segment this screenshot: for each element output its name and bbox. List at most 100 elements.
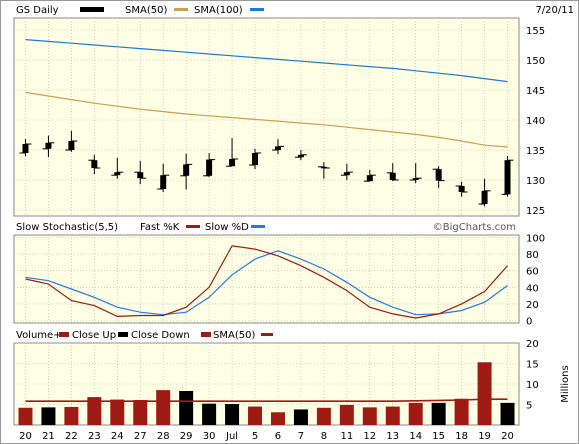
price-bar-body [160,175,167,189]
volume-bar [431,402,446,425]
price-bar-body [458,186,465,192]
x-tick-label: 24 [111,431,124,442]
stoch-y-tick-label: 80 [526,250,539,261]
price-bar-body [183,164,190,176]
volume-header: Volume+ Close Up Close Down SMA(50) [16,330,273,341]
price-bar-body [412,178,419,180]
x-tick-label: 14 [409,431,422,442]
stoch-panel-bg [13,234,520,324]
price-bar-body [252,153,259,165]
fast-k-legend-swatch [186,225,200,228]
volume-bar [293,409,308,425]
price-y-tick-label: 135 [526,146,545,157]
slow-d-legend-swatch [251,225,265,228]
close-down-label: Close Down [131,330,190,341]
sma100-legend-swatch [250,8,264,11]
x-tick-label: 8 [321,431,327,442]
close-up-swatch [59,332,69,337]
x-tick-label: Jul [225,431,238,442]
symbol-label: GS Daily [16,5,59,16]
price-header: GS Daily SMA(50) SMA(100) 7/20/11 [16,5,574,16]
volume-sma-label: SMA(50) [213,330,255,341]
x-tick-label: 13 [386,431,399,442]
x-tick-label: 5 [252,431,258,442]
volume-bar [110,399,125,425]
volume-bar [362,407,377,425]
price-bar-body [297,154,304,158]
volume-bar [64,406,79,425]
stoch-y-tick-label: 20 [526,300,539,311]
price-bars [19,130,514,207]
x-tick-label: 18 [455,431,468,442]
volume-y-tick-label: 20 [526,339,539,350]
price-y-tick-label: 150 [526,56,545,67]
stoch-y-tick-label: 0 [526,317,532,328]
chart-date: 7/20/11 [535,5,574,16]
stoch-lines [25,245,508,319]
volume-bars [18,362,515,425]
volume-bar [202,403,217,425]
price-bar-body [91,160,98,168]
price-bar-body [68,141,75,150]
volume-label: Volume+ [16,330,62,341]
volume-bar [248,406,263,425]
fast-k-line [25,245,508,319]
price-bar-body [45,142,52,149]
volume-sma-line-swatch [261,333,273,336]
x-tick-label: 6 [275,431,281,442]
volume-bar [225,404,240,425]
volume-bar [41,407,56,425]
volume-bar [408,402,423,425]
x-tick-label: 30 [203,431,216,442]
volume-sma-group [25,398,508,403]
slow-d-line [25,250,508,316]
volume-sma-swatch [201,332,211,337]
x-tick-label: 19 [478,431,491,442]
stoch-grid [14,235,519,323]
sma100-line [25,39,508,83]
volume-bar [316,407,331,425]
x-tick-label: 11 [340,431,353,442]
slow-d-legend-label: Slow %D [205,222,249,233]
price-y-tick-label: 145 [526,86,545,97]
x-tick-label: 20 [501,431,514,442]
x-tick-label: 7 [298,431,304,442]
volume-y-tick-label: 5 [526,401,532,412]
price-panel-bg [13,17,520,217]
price-bar-body [343,172,350,176]
price-bar-body [435,169,442,181]
price-bar-body [206,159,213,176]
x-tick-label: 23 [88,431,101,442]
sma100-legend-label: SMA(100) [194,5,243,16]
stoch-y-tick-label: 100 [526,233,545,244]
sma50-line-group [25,91,508,148]
price-bar-body [137,172,144,179]
price-bar-body [481,190,488,204]
x-tick-label: 20 [19,431,32,442]
price-legend-swatch [80,7,104,12]
x-tick-label: 29 [180,431,193,442]
volume-bar [500,402,515,425]
volume-bar [133,399,148,425]
sma50-legend-swatch [174,8,188,11]
volume-bar [179,390,194,425]
x-axis: 20 21 22 23 24 27 28 29 30 Jul 5 6 7 8 11 12 13 14 15 18 19 2… [19,431,514,442]
x-tick-label: 22 [65,431,78,442]
close-down-swatch [118,332,128,337]
price-bar-body [366,175,373,182]
price-bar-body [114,172,121,176]
volume-bar [18,407,33,425]
fast-k-legend-label: Fast %K [140,222,180,233]
price-y-tick-label: 130 [526,176,545,187]
volume-bar [156,390,171,425]
price-bar-body [274,146,281,150]
price-bar-body [504,160,511,195]
x-tick-label: 15 [432,431,445,442]
price-bar-body [229,159,236,167]
x-tick-label: 28 [157,431,170,442]
price-y-tick-label: 140 [526,116,545,127]
volume-bar [385,406,400,425]
volume-units-label: Millions [560,365,571,402]
volume-bar [87,397,102,425]
